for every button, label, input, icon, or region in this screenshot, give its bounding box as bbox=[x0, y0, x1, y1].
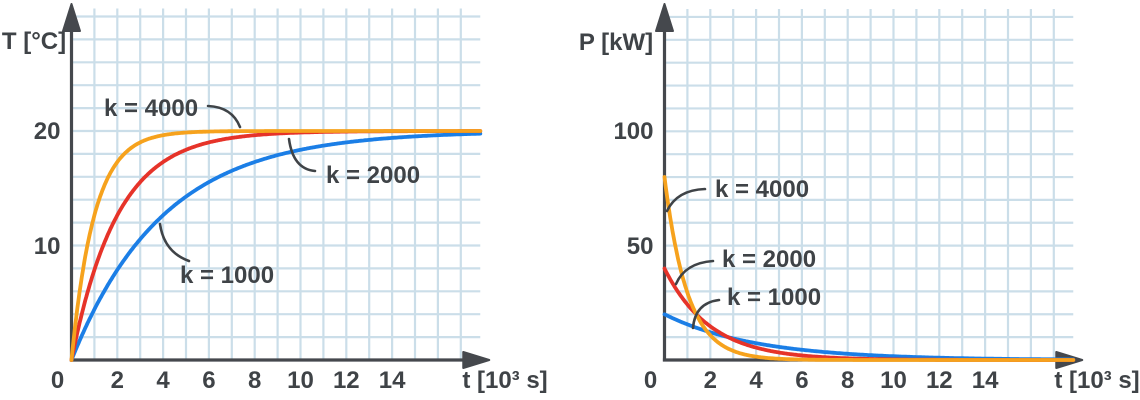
x-tick-label: 4 bbox=[749, 367, 763, 394]
x-axis-label: t [10³ s] bbox=[1054, 367, 1140, 394]
x-tick-label: 14 bbox=[378, 367, 406, 394]
curve-label-k-1000: k = 1000 bbox=[726, 284, 822, 311]
x-tick-label: 12 bbox=[332, 367, 360, 394]
annotation-arc bbox=[691, 298, 721, 330]
annotation-arc bbox=[665, 187, 707, 213]
x-axis-arrow-icon bbox=[462, 351, 491, 369]
x-tick-label: 10 bbox=[880, 367, 907, 394]
x-tick-label: 8 bbox=[248, 367, 262, 394]
curve-label-k-4000: k = 4000 bbox=[714, 176, 810, 203]
curve-k-4000 bbox=[69, 129, 483, 362]
x-tick-label: 6 bbox=[202, 367, 216, 394]
y-axis-arrow-icon bbox=[655, 3, 674, 32]
y-tick-label: 10 bbox=[33, 232, 61, 260]
curve-label-k-2000: k = 2000 bbox=[721, 246, 817, 273]
annotation-arc bbox=[674, 259, 715, 286]
annotation-arc bbox=[287, 137, 317, 173]
curve-label-k-4000: k = 4000 bbox=[103, 95, 199, 122]
x-tick-label: 2 bbox=[110, 367, 124, 394]
x-tick-label: 14 bbox=[971, 367, 999, 394]
y-tick-label: 100 bbox=[613, 118, 654, 146]
x-tick-label: 12 bbox=[925, 367, 953, 394]
x-tick-label: 6 bbox=[795, 367, 809, 394]
x-tick-label: 0 bbox=[50, 367, 65, 394]
x-tick-label: 4 bbox=[156, 367, 170, 394]
curve-k-4000 bbox=[662, 175, 1076, 362]
y-axis-arrow-icon bbox=[62, 3, 81, 32]
curve-label-k-2000: k = 2000 bbox=[325, 162, 421, 189]
y-tick-label: 20 bbox=[33, 118, 61, 145]
annotation-arc bbox=[158, 222, 191, 263]
y-axis-label: T [°C] bbox=[1, 28, 67, 55]
x-tick-label: 0 bbox=[643, 367, 658, 394]
annotation-arc bbox=[206, 104, 242, 129]
curve-k-1000 bbox=[69, 131, 483, 362]
x-tick-label: 10 bbox=[287, 367, 314, 394]
x-tick-label: 8 bbox=[841, 367, 855, 394]
y-axis-label: P [kW] bbox=[578, 29, 654, 56]
curve-label-k-1000: k = 1000 bbox=[179, 262, 275, 289]
x-axis-label: t [10³ s] bbox=[462, 367, 548, 394]
x-tick-label: 2 bbox=[703, 367, 717, 394]
y-tick-label: 50 bbox=[626, 232, 654, 260]
